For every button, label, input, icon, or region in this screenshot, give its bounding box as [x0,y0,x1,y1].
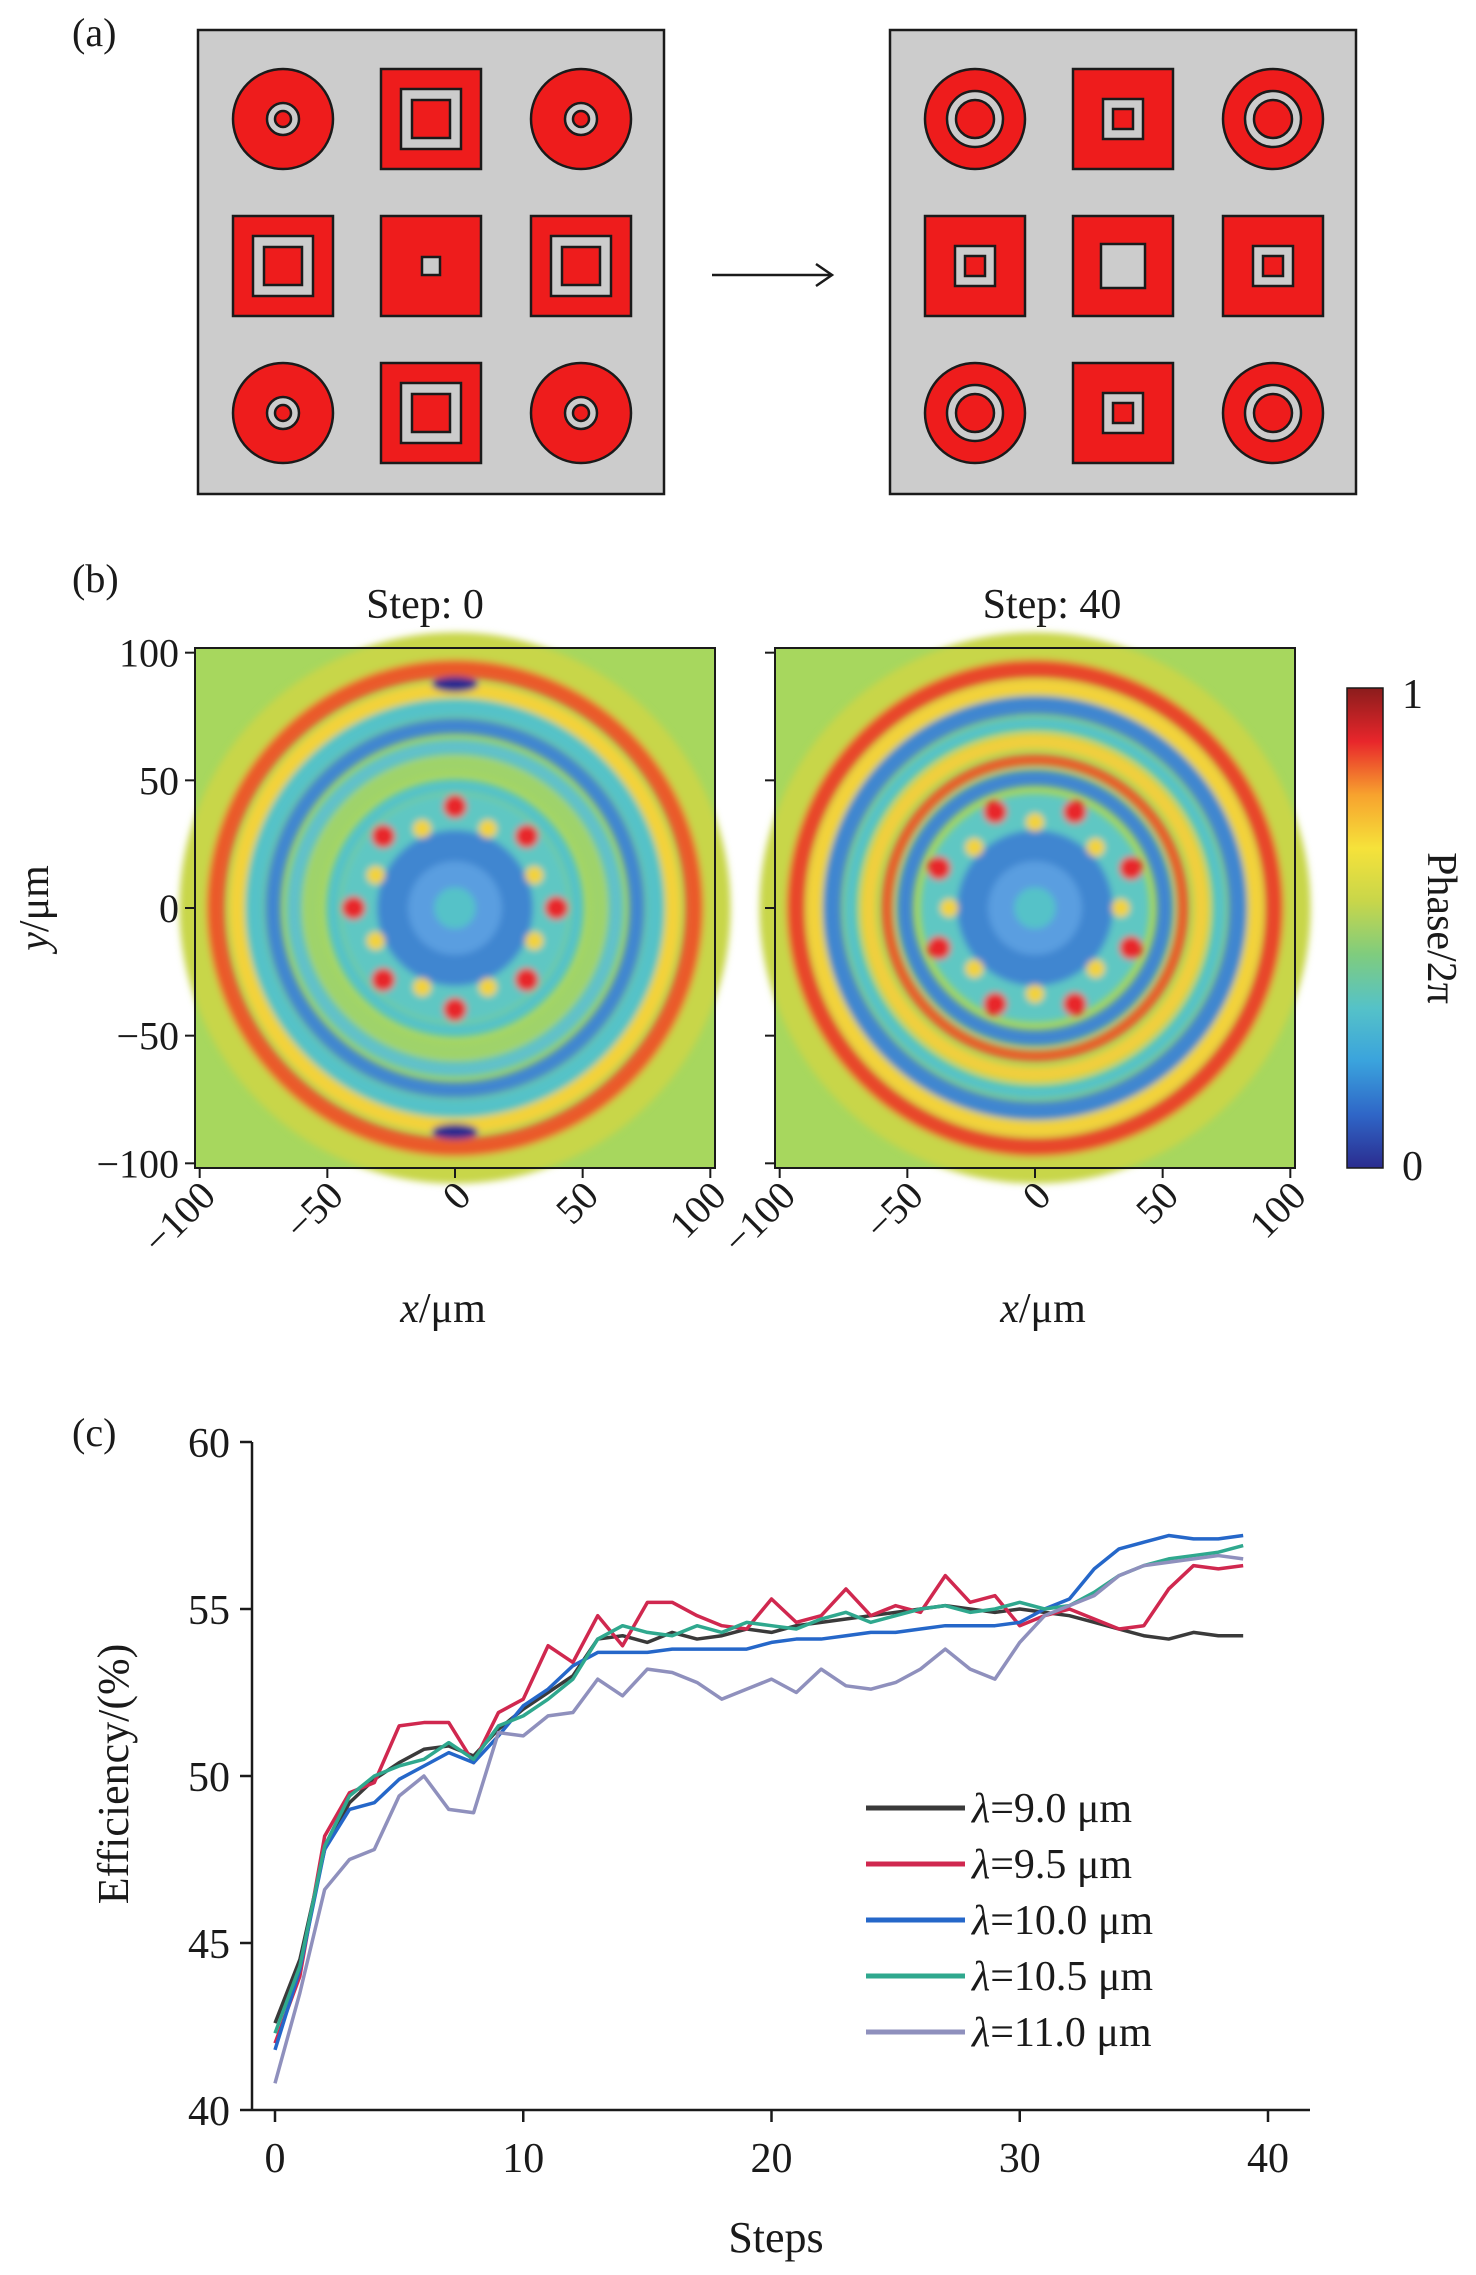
unit-cell-ring-medium [1221,67,1325,171]
unit-cell-ring-medium [923,67,1027,171]
legend-label: λ=9.0 μm [970,1786,1132,1832]
unit-cell-square-large [529,214,633,318]
phase-map-step-40 [759,632,1311,1184]
series-line-4 [273,1553,1244,2084]
map-x-tick-label: 50 [547,1173,607,1233]
legend-label: λ=10.5 μm [970,1954,1153,2000]
panel-a-label: (a) [72,10,116,55]
unit-cell-ring-medium [923,361,1027,465]
metasurface-after [888,28,1358,496]
colorbar-label: Phase/2π [1418,852,1464,1004]
unit-cell-ring-small [231,361,335,465]
x-tick-label: 40 [1247,2136,1289,2182]
map-x-tick-label: −50 [276,1173,352,1249]
map-y-tick-label: 0 [159,886,179,931]
map-x-tick-label: 100 [1240,1173,1314,1247]
legend-label: λ=11.0 μm [970,2010,1152,2056]
series-line-2 [273,1533,1244,2051]
unit-cell-square-large [379,67,483,171]
x-axis-label: Steps [728,2213,823,2262]
colorbar-max-label: 1 [1402,672,1423,718]
map-x-tick-label: −50 [856,1173,932,1249]
map-y-axis-label: y/μm [12,865,58,955]
y-tick-label: 55 [188,1588,230,1634]
unit-cell-square-hollow [1071,214,1175,318]
map-y-tick-label: 50 [139,758,179,803]
panel-b-label: (b) [72,556,119,601]
map-x-axis-label-left: x/μm [399,1286,486,1332]
map-title-step-0: Step: 0 [366,582,484,628]
unit-cell-square-large [231,214,335,318]
legend: λ=9.0 μm λ=9.5 μm λ=10.0 μm λ=10.5 μm λ=11.0… [866,1786,1153,2056]
map-x-axis-label-right: x/μm [999,1286,1086,1332]
y-tick-label: 60 [188,1421,230,1467]
legend-label: λ=9.5 μm [970,1842,1132,1888]
unit-cell-ring-small [529,361,633,465]
unit-cell-ring-small [231,67,335,171]
map-y-tick-label: 100 [119,631,179,676]
x-tick-label: 20 [751,2136,793,2182]
unit-cell-square-large [379,361,483,465]
y-tick-label: 45 [188,1922,230,1968]
map-y-tick-label: −100 [96,1141,179,1186]
unit-cell-square-small [1221,214,1325,318]
colorbar-min-label: 0 [1402,1144,1423,1190]
unit-cell-square-small [1071,361,1175,465]
x-tick-label: 30 [999,2136,1041,2182]
metasurface-before [196,28,666,496]
efficiency-chart: 40 45 50 55 60 0 10 20 30 40 λ=9.0 μm λ=9.5 μm λ=10… [188,1421,1310,2182]
y-tick-label: 50 [188,1755,230,1801]
unit-cell-square-small [923,214,1027,318]
legend-label: λ=10.0 μm [970,1898,1153,1944]
series-line-0 [273,1603,1244,2024]
phase-map-step-0 [179,632,731,1184]
colorbar [1346,687,1384,1169]
unit-cell-ring-medium [1221,361,1325,465]
x-tick-label: 0 [265,2136,286,2182]
series-line-1 [273,1563,1244,2044]
unit-cell-ring-small [529,67,633,171]
map-y-tick-label: −50 [116,1014,179,1059]
map-title-step-40: Step: 40 [983,582,1122,628]
unit-cell-square-tiny [379,214,483,318]
panel-c-label: (c) [72,1410,116,1455]
map-x-tick-label: 50 [1127,1173,1187,1233]
y-tick-label: 40 [188,2089,230,2135]
unit-cell-square-small [1071,67,1175,171]
optimization-arrow [712,262,835,288]
map-x-tick-label: −100 [714,1173,804,1263]
x-tick-label: 10 [502,2136,544,2182]
y-axis-label: Efficiency/(%) [89,1644,138,1905]
